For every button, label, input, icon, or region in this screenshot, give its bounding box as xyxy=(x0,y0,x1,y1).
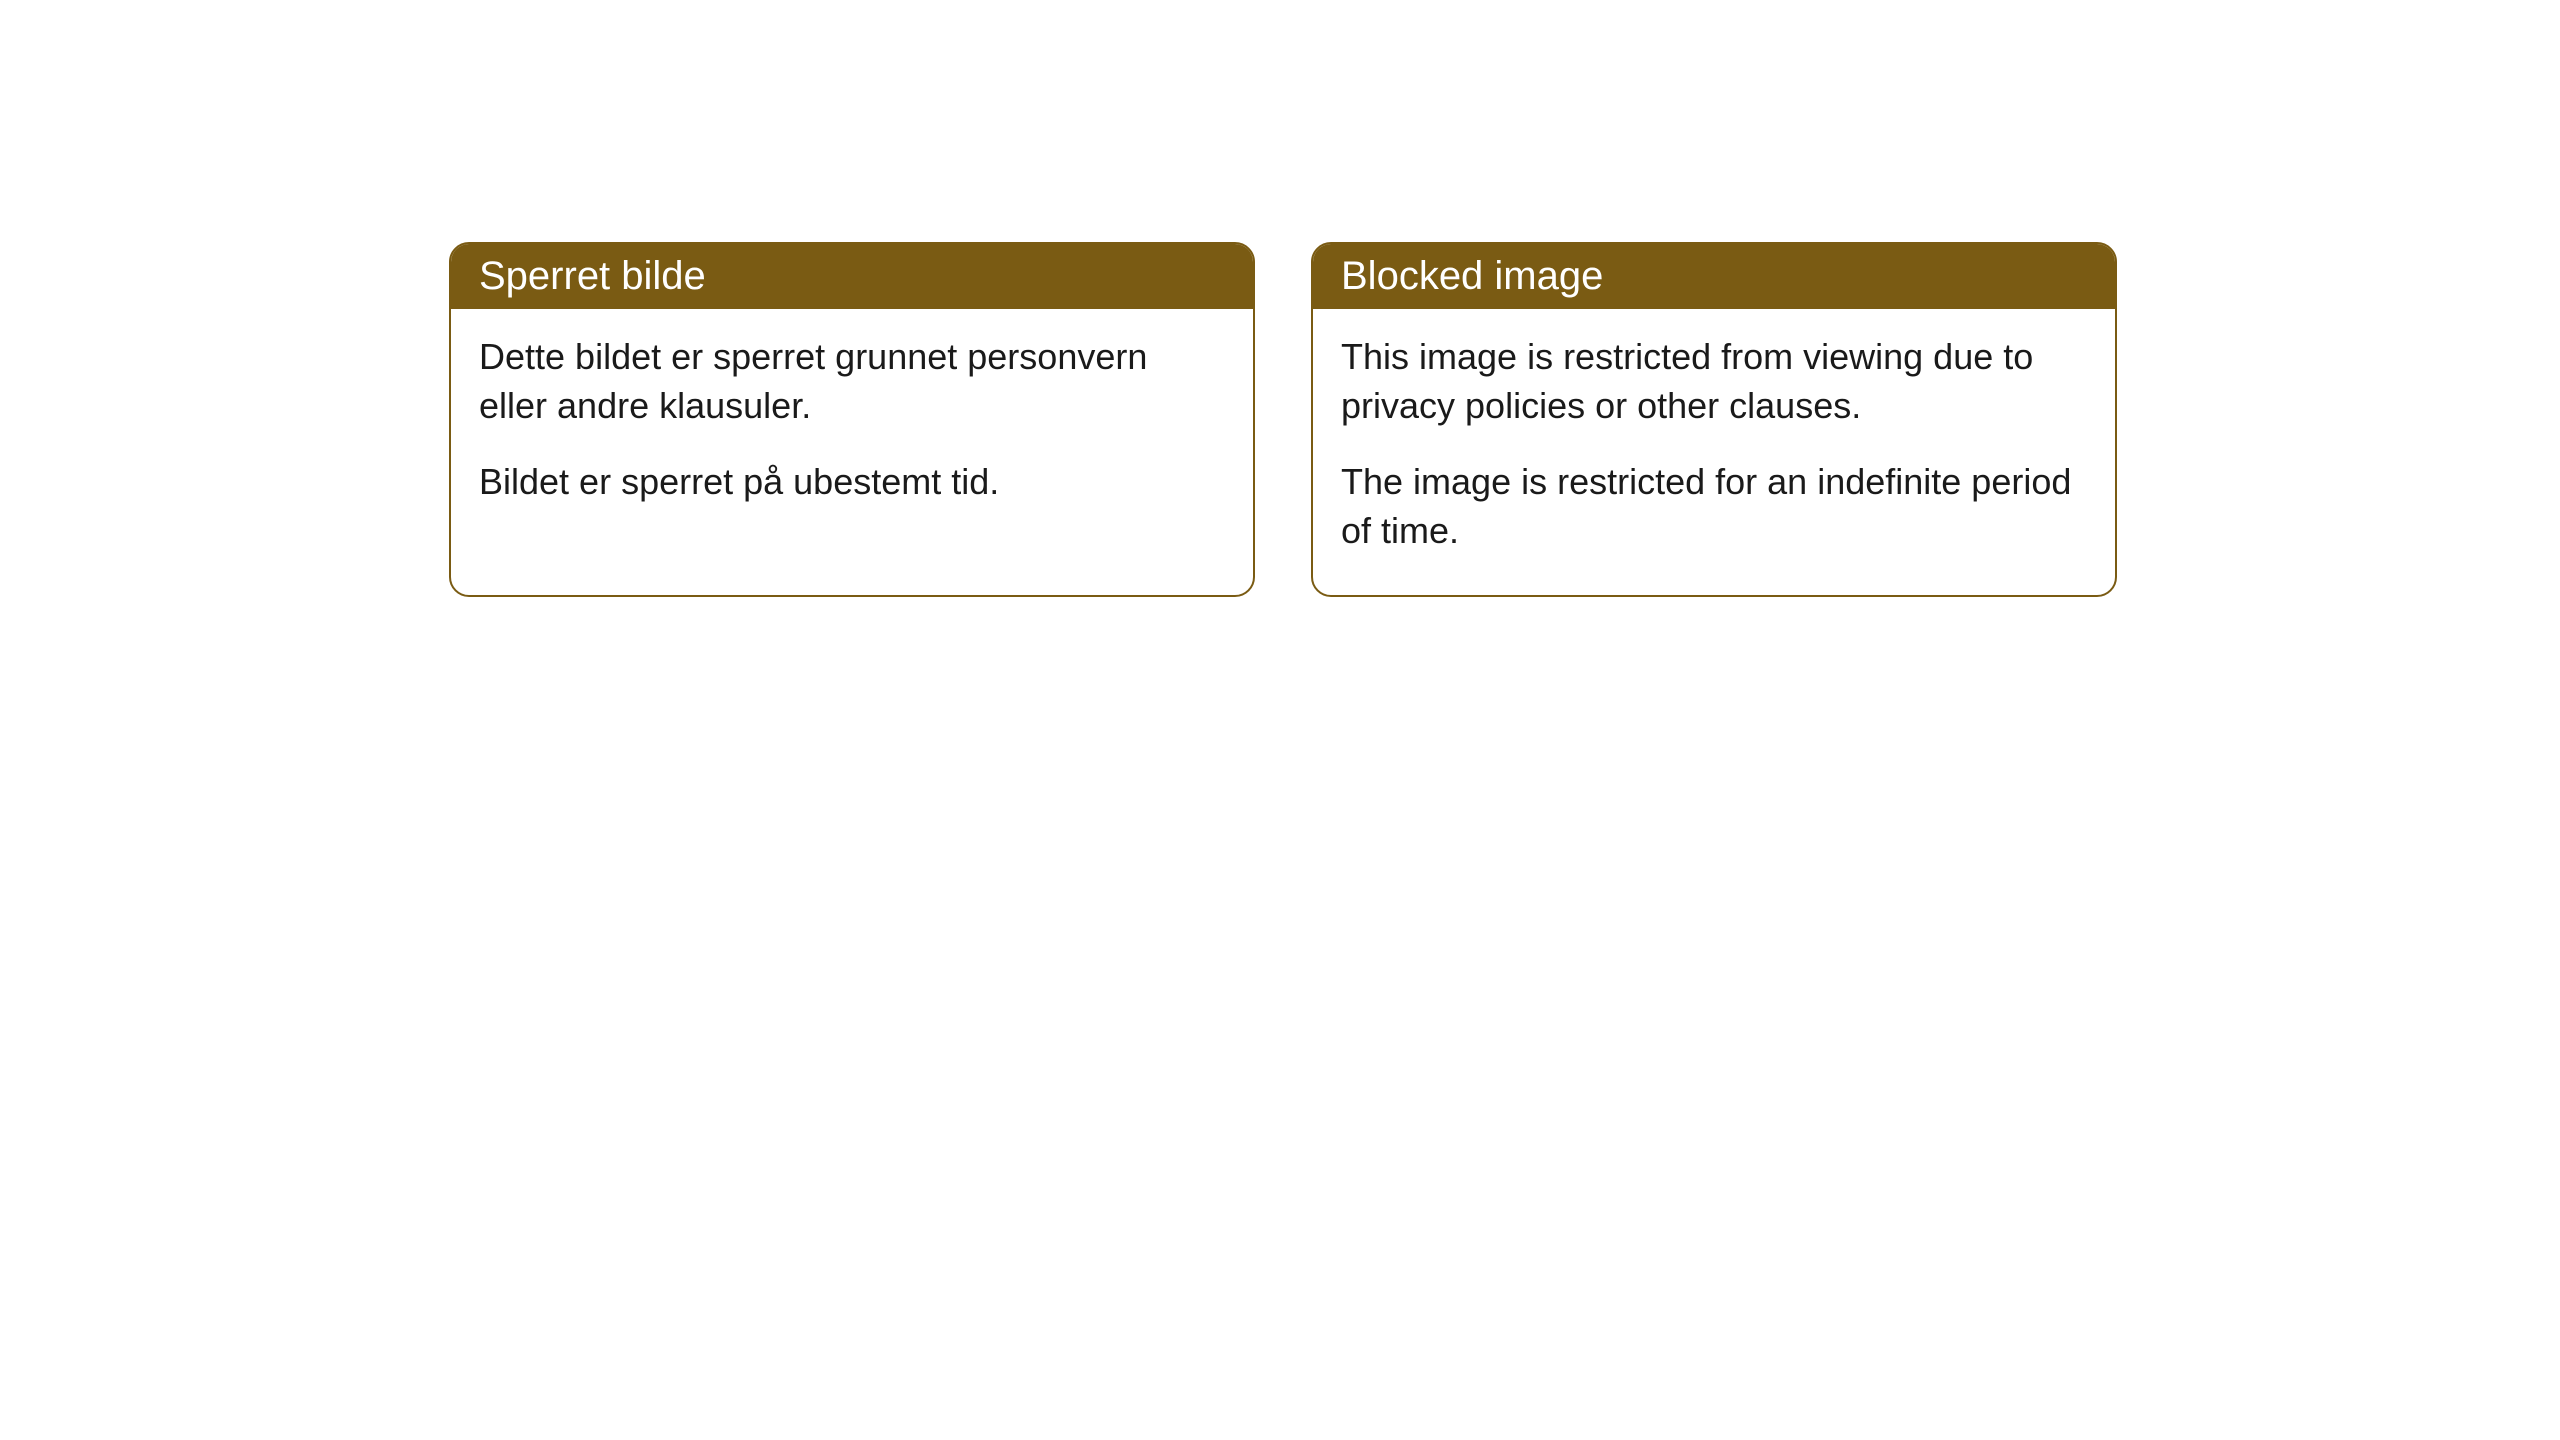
card-body-en: This image is restricted from viewing du… xyxy=(1313,309,2115,595)
card-body-no: Dette bildet er sperret grunnet personve… xyxy=(451,309,1253,547)
card-body-p2-no: Bildet er sperret på ubestemt tid. xyxy=(479,458,1225,507)
cards-container: Sperret bilde Dette bildet er sperret gr… xyxy=(449,242,2117,597)
card-body-p1-no: Dette bildet er sperret grunnet personve… xyxy=(479,333,1225,430)
card-body-p2-en: The image is restricted for an indefinit… xyxy=(1341,458,2087,555)
blocked-image-card-no: Sperret bilde Dette bildet er sperret gr… xyxy=(449,242,1255,597)
blocked-image-card-en: Blocked image This image is restricted f… xyxy=(1311,242,2117,597)
card-header-no: Sperret bilde xyxy=(451,244,1253,309)
card-header-en: Blocked image xyxy=(1313,244,2115,309)
card-body-p1-en: This image is restricted from viewing du… xyxy=(1341,333,2087,430)
